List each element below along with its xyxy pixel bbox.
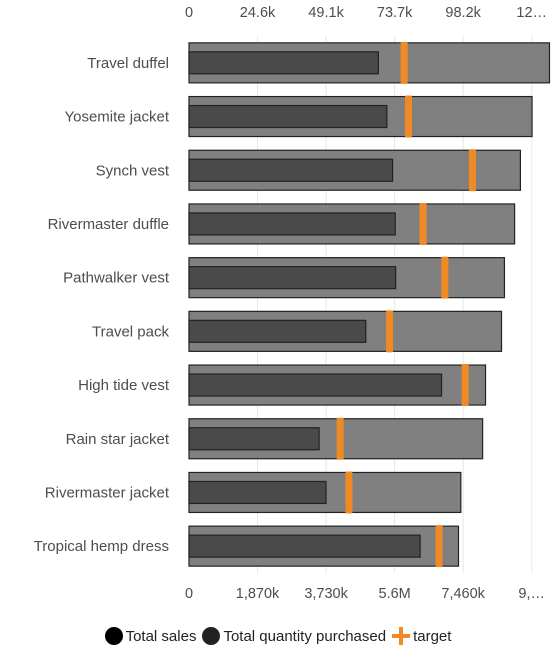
target-marker — [419, 202, 427, 245]
bottom-axis-tick-label: 9,… — [518, 586, 545, 602]
legend-item-total-sales[interactable]: Total sales — [104, 627, 197, 645]
top-axis-tick-label: 0 — [185, 5, 193, 21]
bottom-axis-tick-label: 0 — [185, 586, 193, 602]
category-label: Yosemite jacket — [64, 109, 169, 126]
category-label: Rain star jacket — [66, 431, 170, 448]
top-axis-tick-label: 73.7k — [377, 5, 413, 21]
bottom-axis-tick-label: 3,730k — [304, 586, 348, 602]
total-quantity-swatch-icon — [202, 627, 221, 645]
target-marker — [461, 364, 469, 407]
target-marker — [386, 310, 394, 353]
bottom-axis-ticks: 0 1,870k 3,730k 5.6M 7,460k 9,… — [185, 586, 545, 602]
quantity-bar — [188, 534, 421, 558]
category-label: Rivermaster jacket — [45, 484, 170, 501]
category-label: High tide vest — [78, 377, 170, 394]
legend-item-target[interactable]: target — [392, 627, 451, 645]
bottom-axis-tick-label: 5.6M — [379, 586, 411, 602]
bar-rows — [188, 41, 551, 568]
top-axis-tick-label: 49.1k — [308, 5, 344, 21]
top-axis-tick-label: 24.6k — [240, 5, 276, 21]
total-sales-swatch-icon — [104, 627, 123, 645]
target-marker — [441, 256, 449, 299]
sales-bar — [188, 418, 484, 460]
bullet-chart: 0 24.6k 49.1k 73.7k 98.2k 12… 0 1,870k 3,730k 5.… — [34, 5, 551, 602]
quantity-bar — [188, 158, 394, 182]
target-marker — [435, 525, 443, 568]
quantity-bar — [188, 373, 443, 397]
quantity-bar — [188, 104, 388, 129]
quantity-bar — [188, 480, 327, 505]
bottom-axis-tick-label: 1,870k — [236, 586, 280, 602]
target-marker — [404, 95, 412, 138]
legend-label-total-quantity: Total quantity purchased — [223, 627, 387, 645]
quantity-bar — [188, 319, 367, 343]
target-marker — [468, 149, 476, 192]
legend-label-target: target — [413, 627, 452, 645]
top-axis-ticks: 0 24.6k 49.1k 73.7k 98.2k 12… — [185, 5, 547, 21]
quantity-bar — [188, 266, 397, 290]
target-plus-icon — [392, 627, 411, 645]
target-marker — [345, 471, 353, 514]
category-label: Synch vest — [96, 162, 170, 179]
category-label: Pathwalker vest — [63, 270, 170, 287]
top-axis-tick-label: 12… — [516, 5, 547, 21]
category-label: Travel pack — [92, 323, 169, 340]
quantity-bar — [188, 212, 396, 236]
top-axis-tick-label: 98.2k — [445, 5, 481, 21]
chart-legend: Total sales Total quantity purchased tar… — [0, 624, 558, 648]
quantity-bar — [188, 427, 320, 451]
category-label: Tropical hemp dress — [34, 538, 169, 555]
bottom-axis-tick-label: 7,460k — [441, 586, 485, 602]
target-marker — [336, 417, 344, 460]
category-label: Rivermaster duffle — [48, 216, 169, 233]
category-label: Travel duffel — [87, 55, 169, 72]
target-marker — [400, 41, 408, 84]
legend-label-total-sales: Total sales — [125, 627, 197, 645]
legend-item-total-quantity[interactable]: Total quantity purchased — [202, 627, 386, 645]
category-labels: Travel duffel Yosemite jacket Synch vest Ri… — [34, 55, 170, 555]
quantity-bar — [188, 51, 380, 75]
